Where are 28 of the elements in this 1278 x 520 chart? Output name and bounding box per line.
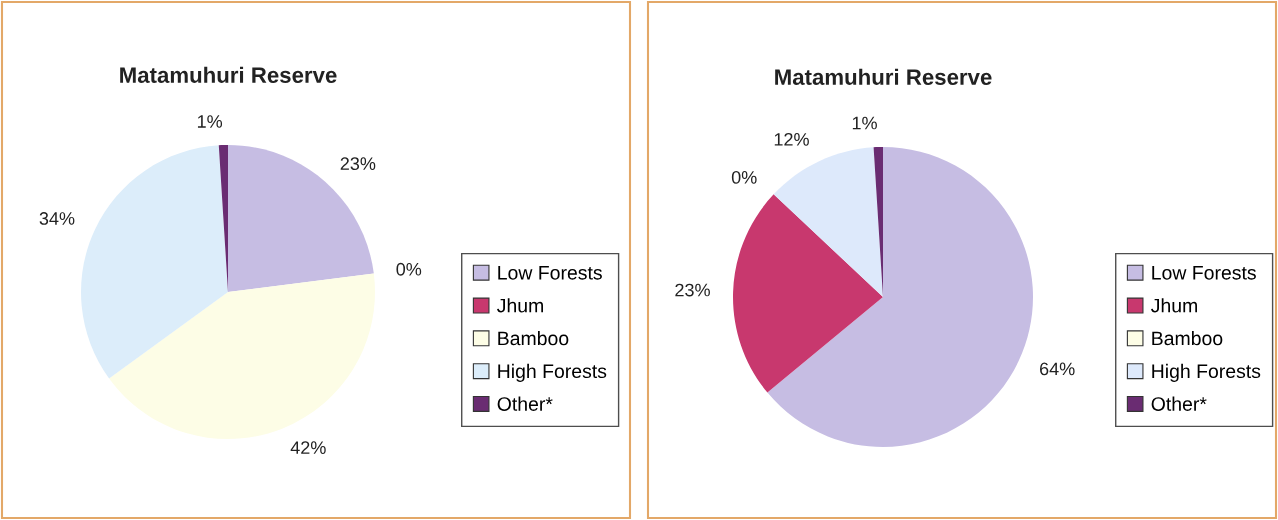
text: 0% [731, 170, 757, 184]
pie-slice [773, 147, 883, 297]
text: 0% [396, 262, 422, 276]
data-label: 1% [197, 115, 223, 128]
pie-slice [109, 273, 375, 439]
data-label: 23% [340, 157, 376, 171]
data-label: 34% [39, 212, 75, 225]
pie-slice [228, 145, 374, 292]
data-label: 64% [1040, 362, 1075, 376]
legend-label: Jhum [1151, 298, 1197, 313]
legend-label: Other* [1151, 396, 1207, 411]
pie-slice [81, 145, 228, 379]
legend-label: High Forests [498, 363, 607, 382]
legend-label: Low Forests [498, 266, 602, 280]
legend-label: Low Forests [1152, 266, 1256, 280]
legend-label: Bamboo [498, 330, 569, 346]
chart-title: Matamuhuri Reserve [775, 68, 992, 85]
legend-label: High Forests [1152, 363, 1261, 382]
data-label: 23% [675, 283, 710, 297]
data-label: 12% [774, 132, 809, 146]
legend-label: Bamboo [1152, 330, 1223, 346]
data-label: 1% [852, 116, 877, 130]
legend-label: Other* [497, 396, 553, 411]
pie-slice [767, 147, 1033, 447]
legend-label: Jhum [497, 298, 543, 313]
chart-title: Matamuhuri Reserve [120, 66, 337, 83]
pie-slice [733, 194, 883, 393]
data-label: 42% [290, 441, 326, 454]
